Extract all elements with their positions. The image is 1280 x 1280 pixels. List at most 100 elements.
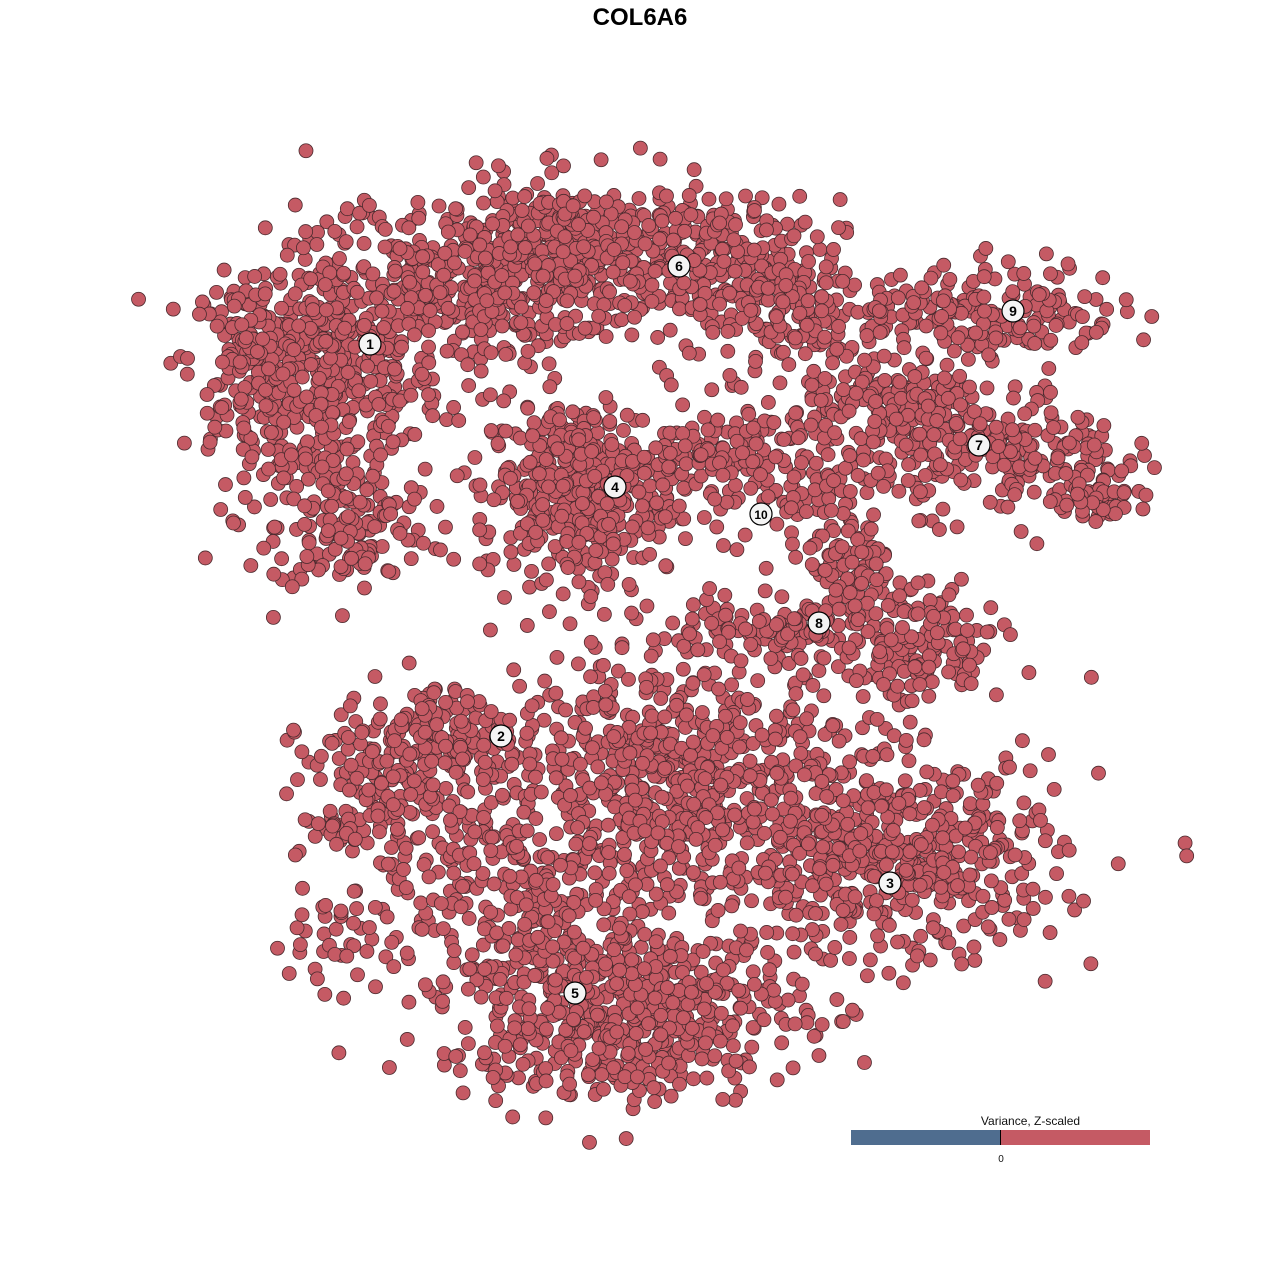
data-point bbox=[526, 285, 542, 301]
data-point bbox=[804, 557, 820, 572]
data-point bbox=[421, 355, 437, 371]
data-point bbox=[738, 621, 753, 637]
data-point bbox=[641, 218, 657, 233]
data-point bbox=[263, 492, 279, 507]
data-point bbox=[652, 231, 668, 247]
data-point bbox=[279, 247, 295, 263]
data-point bbox=[327, 223, 343, 239]
data-point bbox=[763, 651, 779, 666]
data-point bbox=[356, 236, 372, 251]
data-point bbox=[877, 372, 893, 388]
data-point bbox=[524, 563, 539, 579]
data-point bbox=[530, 176, 545, 191]
data-point bbox=[643, 725, 659, 741]
data-point bbox=[788, 686, 804, 702]
data-point bbox=[377, 221, 393, 237]
data-point bbox=[786, 944, 802, 960]
data-point bbox=[307, 828, 323, 844]
data-point bbox=[726, 232, 742, 248]
data-point bbox=[627, 225, 642, 240]
data-point bbox=[684, 611, 700, 627]
data-point bbox=[675, 426, 691, 441]
data-point bbox=[876, 478, 891, 494]
data-point bbox=[711, 681, 726, 697]
data-point bbox=[729, 542, 745, 558]
data-point bbox=[701, 191, 717, 207]
data-point bbox=[367, 900, 383, 915]
data-point bbox=[705, 728, 721, 744]
data-point bbox=[226, 298, 242, 314]
data-point bbox=[847, 598, 863, 614]
data-point bbox=[1088, 324, 1104, 340]
data-point bbox=[264, 425, 279, 440]
data-point bbox=[1060, 256, 1076, 272]
data-point bbox=[482, 622, 498, 638]
data-point bbox=[681, 188, 697, 203]
data-point bbox=[554, 508, 570, 524]
data-point bbox=[819, 789, 835, 805]
data-point bbox=[902, 714, 918, 730]
data-point bbox=[978, 241, 994, 256]
data-point bbox=[685, 675, 701, 691]
data-point bbox=[967, 952, 983, 968]
data-point bbox=[829, 341, 845, 357]
data-point bbox=[344, 550, 359, 566]
data-point bbox=[398, 880, 414, 895]
data-point bbox=[598, 390, 614, 405]
data-point bbox=[757, 583, 773, 599]
data-point bbox=[631, 484, 647, 500]
data-point bbox=[297, 517, 313, 532]
data-point bbox=[527, 256, 543, 272]
data-point bbox=[712, 874, 728, 890]
data-point bbox=[872, 644, 888, 660]
data-point bbox=[713, 777, 729, 793]
data-point bbox=[384, 934, 400, 950]
data-point bbox=[649, 495, 665, 511]
data-point bbox=[727, 807, 743, 823]
data-point bbox=[506, 662, 522, 678]
data-point bbox=[392, 241, 408, 256]
data-point bbox=[992, 932, 1008, 947]
data-point bbox=[705, 324, 721, 340]
data-point bbox=[792, 729, 808, 745]
data-point bbox=[1005, 284, 1021, 300]
data-point bbox=[715, 467, 731, 483]
data-point bbox=[379, 909, 395, 925]
data-point bbox=[842, 930, 858, 945]
data-point bbox=[758, 865, 773, 881]
data-point bbox=[679, 707, 694, 723]
data-point bbox=[678, 456, 694, 472]
data-point bbox=[299, 549, 315, 564]
data-point bbox=[322, 803, 338, 819]
data-point bbox=[407, 491, 422, 507]
data-point bbox=[558, 702, 573, 718]
data-point bbox=[916, 732, 932, 748]
data-point bbox=[199, 405, 215, 421]
data-point bbox=[769, 309, 784, 325]
data-point bbox=[693, 447, 709, 463]
data-point bbox=[892, 267, 908, 283]
data-point bbox=[879, 857, 894, 873]
data-point bbox=[279, 786, 294, 802]
data-point bbox=[247, 499, 262, 515]
data-point bbox=[657, 760, 673, 776]
data-point bbox=[555, 478, 571, 494]
data-point bbox=[868, 606, 884, 622]
data-point bbox=[596, 658, 611, 673]
data-point bbox=[912, 484, 928, 500]
data-point bbox=[433, 542, 448, 558]
data-point bbox=[1006, 390, 1021, 406]
data-point bbox=[287, 847, 303, 863]
data-point bbox=[483, 704, 499, 719]
data-point bbox=[728, 477, 743, 493]
data-point bbox=[735, 445, 750, 461]
data-point bbox=[790, 430, 806, 446]
data-point bbox=[724, 677, 740, 693]
data-point bbox=[929, 413, 945, 428]
data-point bbox=[537, 673, 553, 689]
data-point bbox=[814, 774, 830, 789]
data-point bbox=[360, 358, 375, 374]
data-point bbox=[313, 772, 328, 787]
data-point bbox=[799, 711, 815, 727]
